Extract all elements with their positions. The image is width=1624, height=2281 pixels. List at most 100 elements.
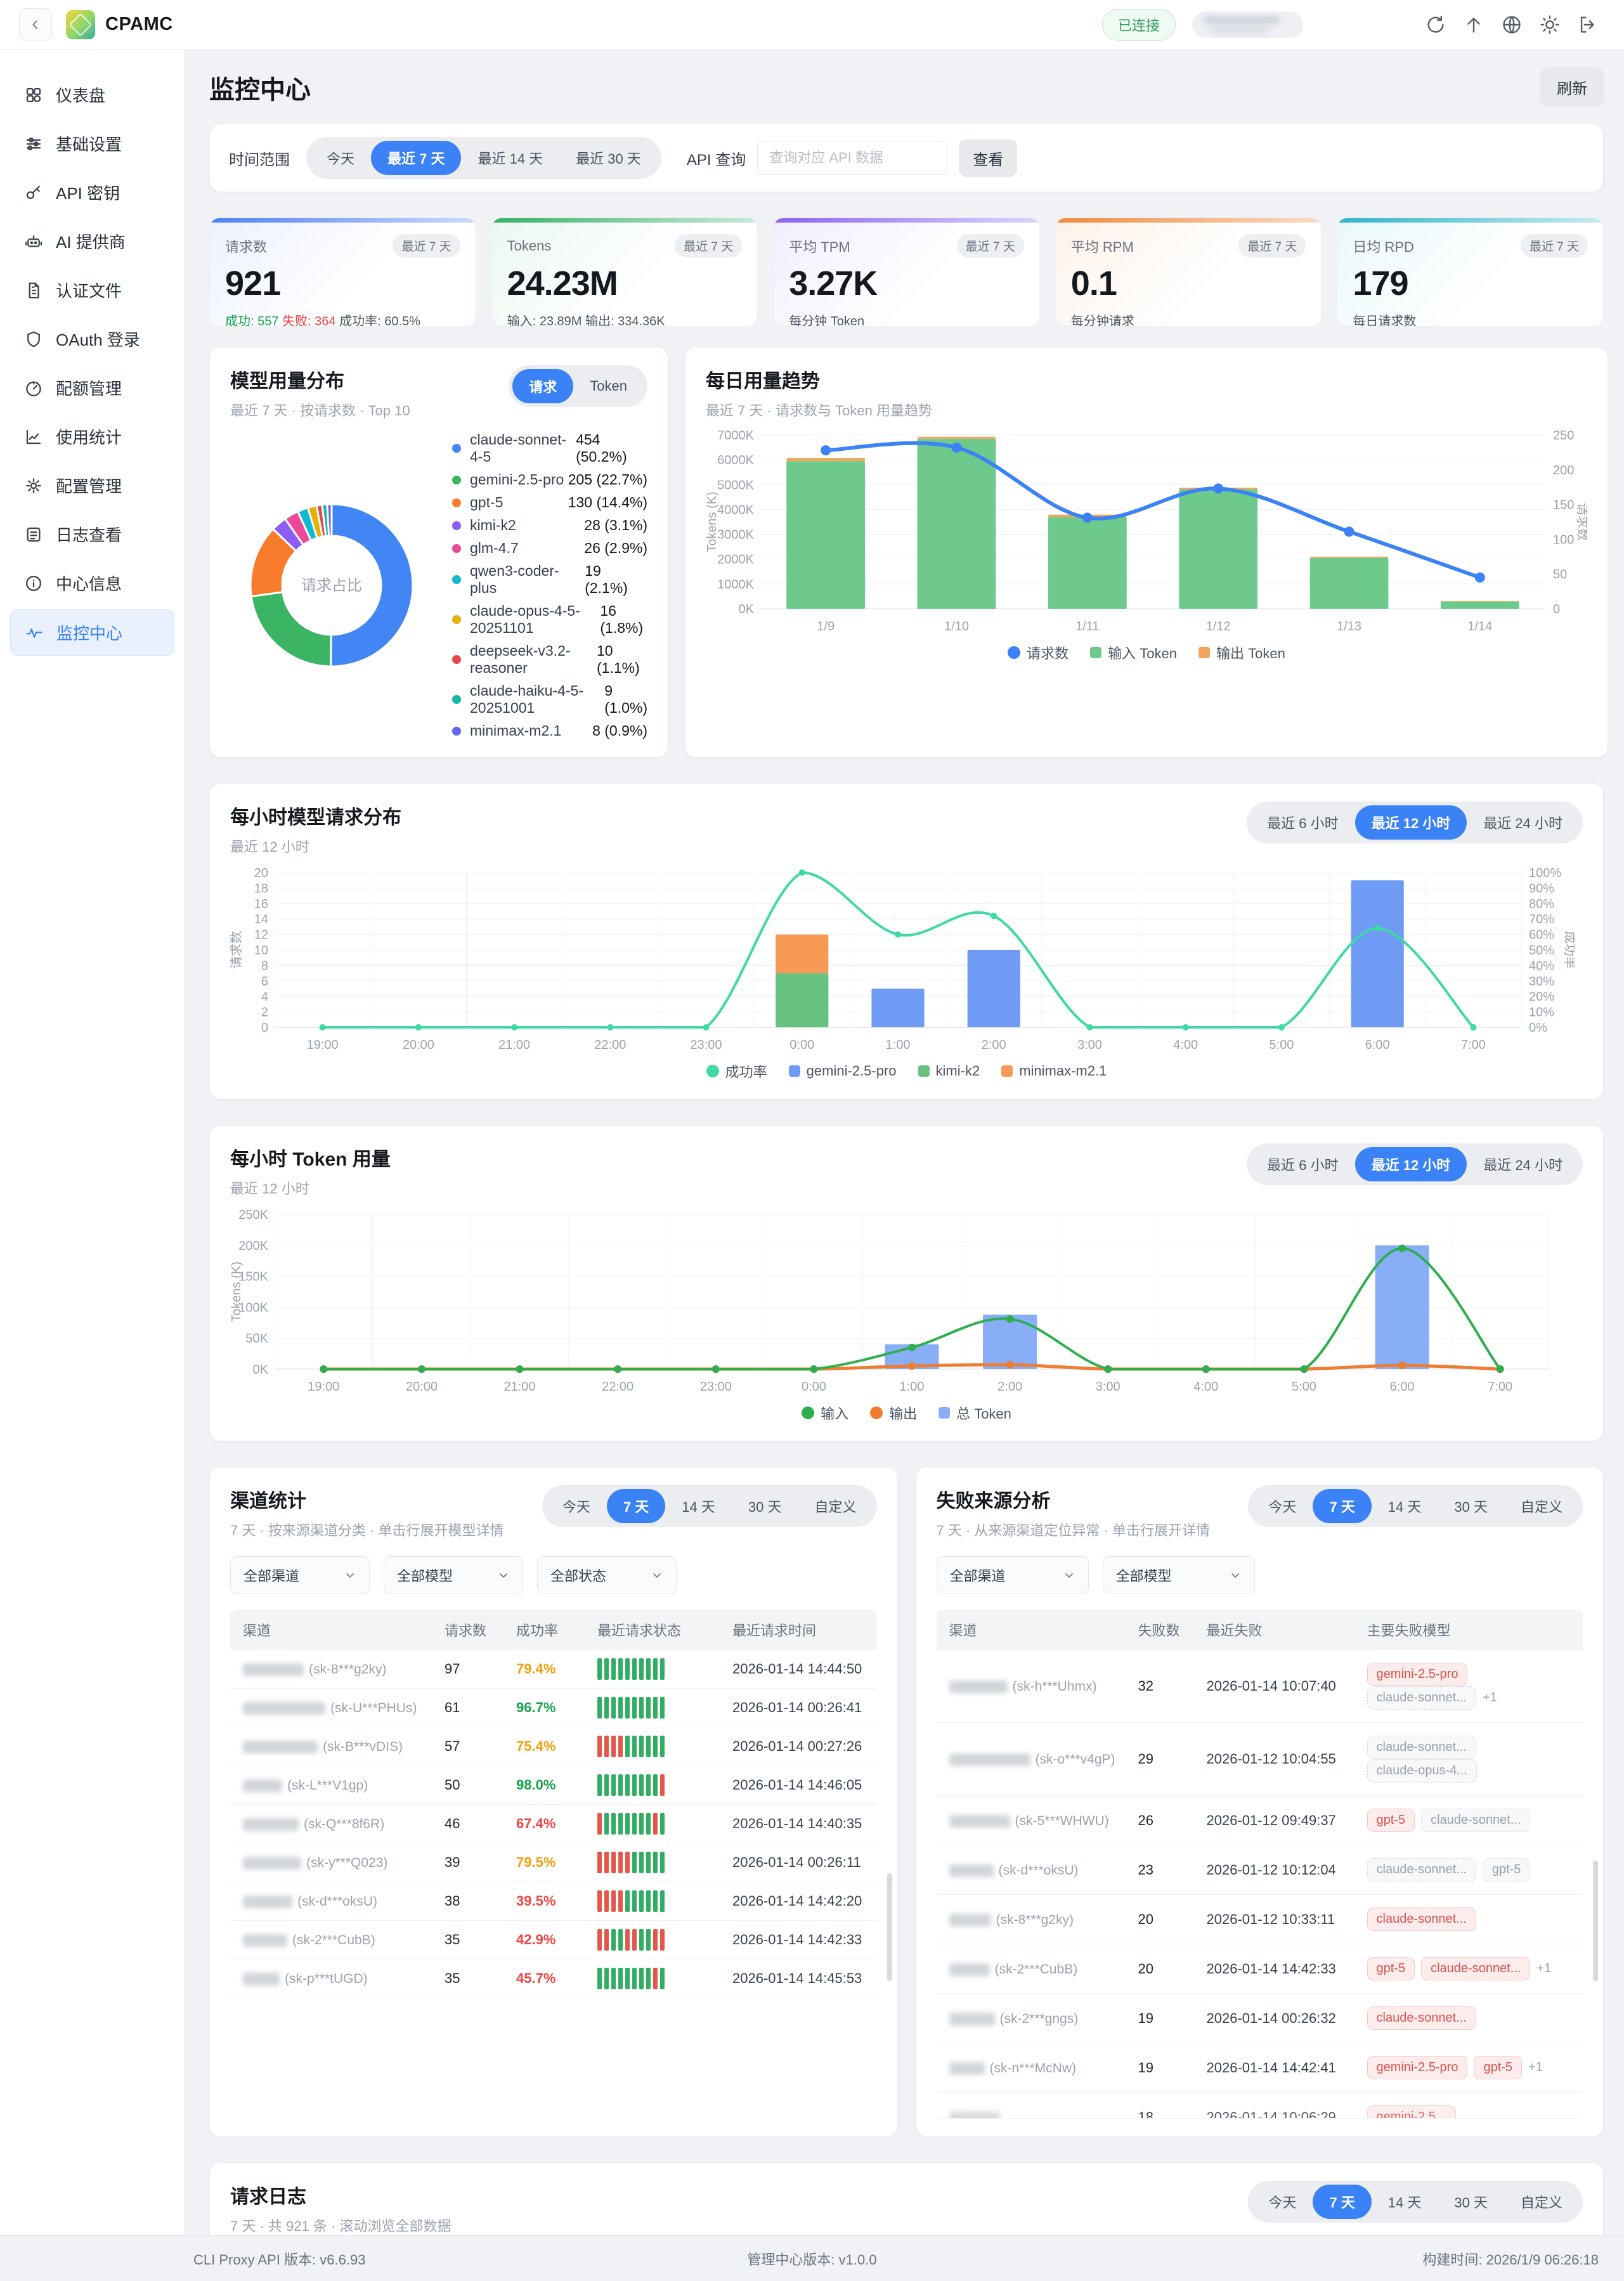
chip-最近-6-小时[interactable]: 最近 6 小时 bbox=[1267, 1157, 1339, 1173]
failure-row[interactable]: (sk-h***Uhmx) 32 2026-01-14 10:07:40 gemini… bbox=[936, 1650, 1583, 1723]
chip-最近-30-天[interactable]: 最近 30 天 bbox=[576, 151, 641, 167]
sidebar-item-info[interactable]: 中心信息 bbox=[10, 561, 174, 606]
chip-最近-7-天[interactable]: 最近 7 天 bbox=[371, 141, 462, 175]
svg-text:1:00: 1:00 bbox=[900, 1380, 925, 1394]
chip-今天[interactable]: 今天 bbox=[1268, 2195, 1297, 2211]
sidebar-item-robot[interactable]: AI 提供商 bbox=[10, 219, 174, 264]
channel-row[interactable]: (sk-p***tUGD) 35 45.7% 2026-01-14 14:45:53 bbox=[230, 1959, 877, 1998]
sidebar-item-logs[interactable]: 日志查看 bbox=[10, 512, 174, 557]
legend-item[interactable]: glm-4.7 26 (2.9%) bbox=[452, 540, 647, 557]
channel-row[interactable]: (sk-y***Q023) 39 79.5% 2026-01-14 00:26:11 bbox=[230, 1843, 877, 1882]
failure-row[interactable]: (sk-8***g2ky) 20 2026-01-12 10:33:11 claude… bbox=[936, 1895, 1583, 1944]
filter-select-全部渠道[interactable]: 全部渠道 bbox=[230, 1556, 370, 1594]
collapse-sidebar-button[interactable] bbox=[19, 8, 52, 41]
chip-今天[interactable]: 今天 bbox=[562, 1499, 590, 1515]
legend-item[interactable]: 请求数 bbox=[1008, 642, 1069, 663]
chip-Token[interactable]: Token bbox=[590, 378, 627, 394]
refresh-icon[interactable] bbox=[1425, 14, 1446, 36]
failure-analysis-subtitle: 7 天 · 从来源渠道定位异常 · 单击行展开详情 bbox=[936, 1523, 1210, 1538]
failure-row[interactable]: (sk-2***CubB) 20 2026-01-14 14:42:33 gpt-5 c… bbox=[936, 1944, 1583, 1994]
chip-最近-6-小时[interactable]: 最近 6 小时 bbox=[1267, 816, 1339, 831]
legend-item[interactable]: 成功率 bbox=[706, 1061, 767, 1081]
legend-item[interactable]: minimax-m2.1 8 (0.9%) bbox=[452, 722, 647, 739]
request-log-range-chips: 今天 7 天 14 天 30 天 自定义 bbox=[1248, 2181, 1583, 2223]
view-button[interactable]: 查看 bbox=[959, 139, 1018, 177]
chip-14-天[interactable]: 14 天 bbox=[682, 1499, 715, 1515]
api-query-input[interactable] bbox=[757, 141, 948, 175]
chip-请求[interactable]: 请求 bbox=[512, 369, 574, 403]
chip-30-天[interactable]: 30 天 bbox=[1454, 1499, 1488, 1515]
legend-item[interactable]: 总 Token bbox=[939, 1403, 1011, 1423]
chip-最近-24-小时[interactable]: 最近 24 小时 bbox=[1483, 1157, 1562, 1173]
chip-自定义[interactable]: 自定义 bbox=[1520, 2195, 1562, 2211]
svg-text:3:00: 3:00 bbox=[1077, 1038, 1102, 1052]
svg-text:1/10: 1/10 bbox=[944, 620, 969, 634]
svg-text:23:00: 23:00 bbox=[691, 1038, 722, 1052]
chip-14-天[interactable]: 14 天 bbox=[1387, 2195, 1422, 2211]
sidebar-item-activity[interactable]: 监控中心 bbox=[10, 609, 174, 656]
sidebar-item-file[interactable]: 认证文件 bbox=[10, 268, 174, 313]
sidebar-item-grid[interactable]: 仪表盘 bbox=[10, 72, 174, 117]
chip-最近-12-小时[interactable]: 最近 12 小时 bbox=[1354, 805, 1467, 840]
sidebar-item-key[interactable]: API 密钥 bbox=[10, 170, 174, 215]
sidebar-item-chart[interactable]: 使用统计 bbox=[10, 414, 174, 459]
legend-item[interactable]: 输出 Token bbox=[1199, 642, 1285, 663]
chip-最近-12-小时[interactable]: 最近 12 小时 bbox=[1354, 1147, 1467, 1181]
filter-select-全部渠道[interactable]: 全部渠道 bbox=[936, 1556, 1089, 1594]
legend-item[interactable]: claude-opus-4-5-20251101 16 (1.8%) bbox=[452, 602, 647, 637]
legend-item[interactable]: kimi-k2 28 (3.1%) bbox=[452, 517, 647, 534]
chip-14-天[interactable]: 14 天 bbox=[1387, 1499, 1422, 1515]
arrow-up-icon[interactable] bbox=[1463, 14, 1484, 36]
brightness-icon[interactable] bbox=[1539, 14, 1561, 36]
legend-item[interactable]: claude-sonnet-4-5 454 (50.2%) bbox=[452, 431, 647, 465]
channel-row[interactable]: (sk-Q***8f6R) 46 67.4% 2026-01-14 14:40:35 bbox=[230, 1805, 877, 1843]
channel-row[interactable]: (sk-B***vDIS) 57 75.4% 2026-01-14 00:27:26 bbox=[230, 1727, 877, 1766]
channel-row[interactable]: (sk-8***g2ky) 97 79.4% 2026-01-14 14:44:50 bbox=[230, 1650, 877, 1689]
chip-自定义[interactable]: 自定义 bbox=[814, 1499, 857, 1515]
filter-select-全部模型[interactable]: 全部模型 bbox=[384, 1556, 523, 1594]
chip-今天[interactable]: 今天 bbox=[327, 151, 355, 167]
sidebar-item-gauge[interactable]: 配额管理 bbox=[10, 365, 174, 410]
legend-item[interactable]: deepseek-v3.2-reasoner 10 (1.1%) bbox=[452, 642, 647, 677]
legend-item[interactable]: 输入 Token bbox=[1090, 642, 1177, 663]
failure-row[interactable]: (sk-5***WHWU) 26 2026-01-12 09:49:37 gpt-5 c… bbox=[936, 1796, 1583, 1845]
legend-item[interactable]: 输出 bbox=[870, 1403, 917, 1423]
chip-自定义[interactable]: 自定义 bbox=[1520, 1499, 1562, 1515]
legend-item[interactable]: gemini-2.5-pro 205 (22.7%) bbox=[452, 471, 647, 488]
channel-row[interactable]: (sk-d***oksU) 38 39.5% 2026-01-14 14:42:20 bbox=[230, 1882, 877, 1921]
channel-row[interactable]: (sk-2***CubB) 35 42.9% 2026-01-14 14:42:33 bbox=[230, 1921, 877, 1959]
sidebar-item-shield[interactable]: OAuth 登录 bbox=[10, 316, 174, 361]
chip-7-天[interactable]: 7 天 bbox=[1313, 1489, 1372, 1523]
channel-table-scrollbar[interactable] bbox=[887, 1873, 892, 1981]
failure-row[interactable]: (sk-2***gngs) 19 2026-01-14 00:26:32 claude… bbox=[936, 1994, 1583, 2043]
chip-今天[interactable]: 今天 bbox=[1268, 1499, 1297, 1515]
chip-最近-24-小时[interactable]: 最近 24 小时 bbox=[1483, 816, 1562, 831]
failure-table-scrollbar[interactable] bbox=[1593, 1861, 1598, 1981]
failure-row[interactable]: (sk-o***v4gP) 29 2026-01-12 10:04:55 claude… bbox=[936, 1723, 1583, 1796]
legend-item[interactable]: claude-haiku-4-5-20251001 9 (1.0%) bbox=[452, 682, 647, 717]
filter-select-全部模型[interactable]: 全部模型 bbox=[1102, 1556, 1255, 1594]
legend-item[interactable]: gemini-2.5-pro bbox=[788, 1061, 897, 1081]
chip-30-天[interactable]: 30 天 bbox=[1454, 2195, 1488, 2211]
legend-item[interactable]: gpt-5 130 (14.4%) bbox=[452, 494, 647, 511]
sidebar-item-sliders[interactable]: 基础设置 bbox=[10, 121, 174, 166]
channel-row[interactable]: (sk-U***PHUs) 61 96.7% 2026-01-14 00:26:41 bbox=[230, 1689, 877, 1727]
stat-card-平均 RPM: 平均 RPM 最近 7 天 0.1 每分钟请求 bbox=[1055, 218, 1322, 327]
legend-item[interactable]: kimi-k2 bbox=[918, 1061, 980, 1081]
failure-row[interactable]: 18 2026-01-14 10:06:29 gemini-2.5... bbox=[936, 2093, 1583, 2119]
refresh-button[interactable]: 刷新 bbox=[1540, 67, 1604, 107]
globe-icon[interactable] bbox=[1501, 14, 1523, 36]
chip-7-天[interactable]: 7 天 bbox=[1313, 2185, 1372, 2219]
failure-row[interactable]: (sk-d***oksU) 23 2026-01-12 10:12:04 claude… bbox=[936, 1845, 1583, 1895]
sidebar-item-gear[interactable]: 配置管理 bbox=[10, 463, 174, 508]
legend-item[interactable]: 输入 bbox=[802, 1403, 848, 1423]
chip-30-天[interactable]: 30 天 bbox=[748, 1499, 782, 1515]
filter-select-全部状态[interactable]: 全部状态 bbox=[537, 1556, 677, 1594]
legend-item[interactable]: qwen3-coder-plus 19 (2.1%) bbox=[452, 562, 647, 597]
channel-row[interactable]: (sk-L***V1gp) 50 98.0% 2026-01-14 14:46:05 bbox=[230, 1766, 877, 1805]
legend-item[interactable]: minimax-m2.1 bbox=[1001, 1061, 1107, 1081]
chip-7-天[interactable]: 7 天 bbox=[606, 1489, 666, 1523]
logout-icon[interactable] bbox=[1577, 14, 1599, 36]
chip-最近-14-天[interactable]: 最近 14 天 bbox=[477, 151, 543, 167]
failure-row[interactable]: (sk-n***McNw) 19 2026-01-14 14:42:41 gemini… bbox=[936, 2043, 1583, 2093]
